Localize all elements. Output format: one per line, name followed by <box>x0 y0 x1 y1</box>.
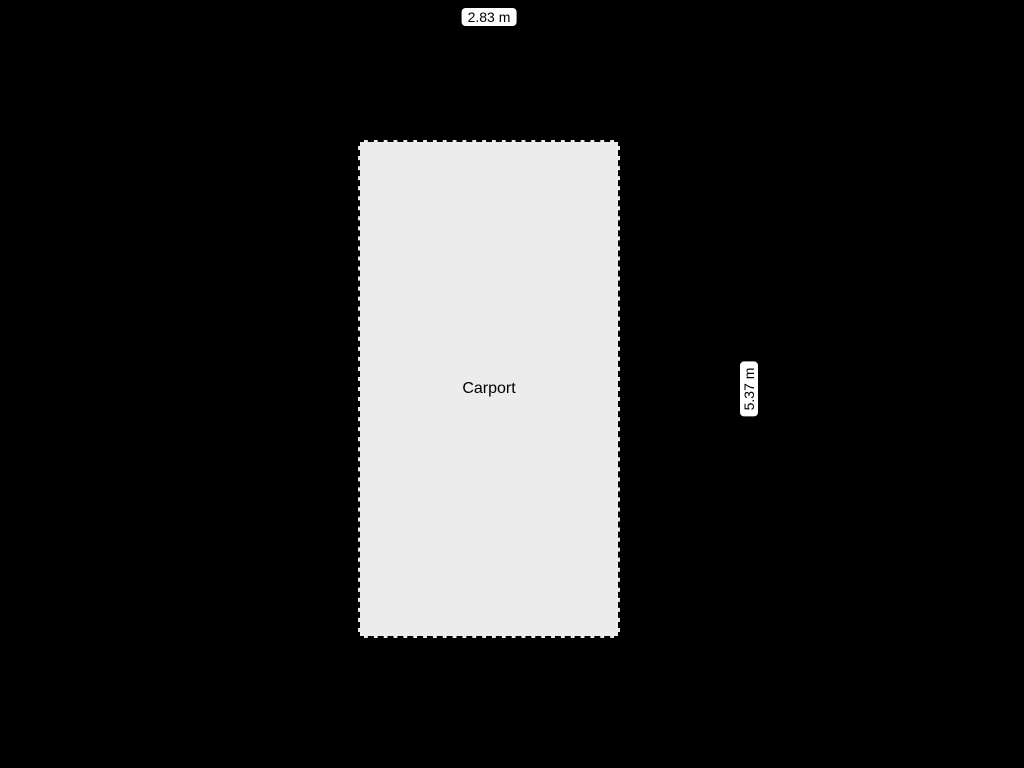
floorplan-canvas: Carport 2.83 m 5.37 m <box>0 0 1024 768</box>
room-label: Carport <box>462 380 515 398</box>
dimension-height-label: 5.37 m <box>740 362 758 417</box>
dimension-width-label: 2.83 m <box>462 8 517 26</box>
room-carport: Carport <box>358 140 620 638</box>
